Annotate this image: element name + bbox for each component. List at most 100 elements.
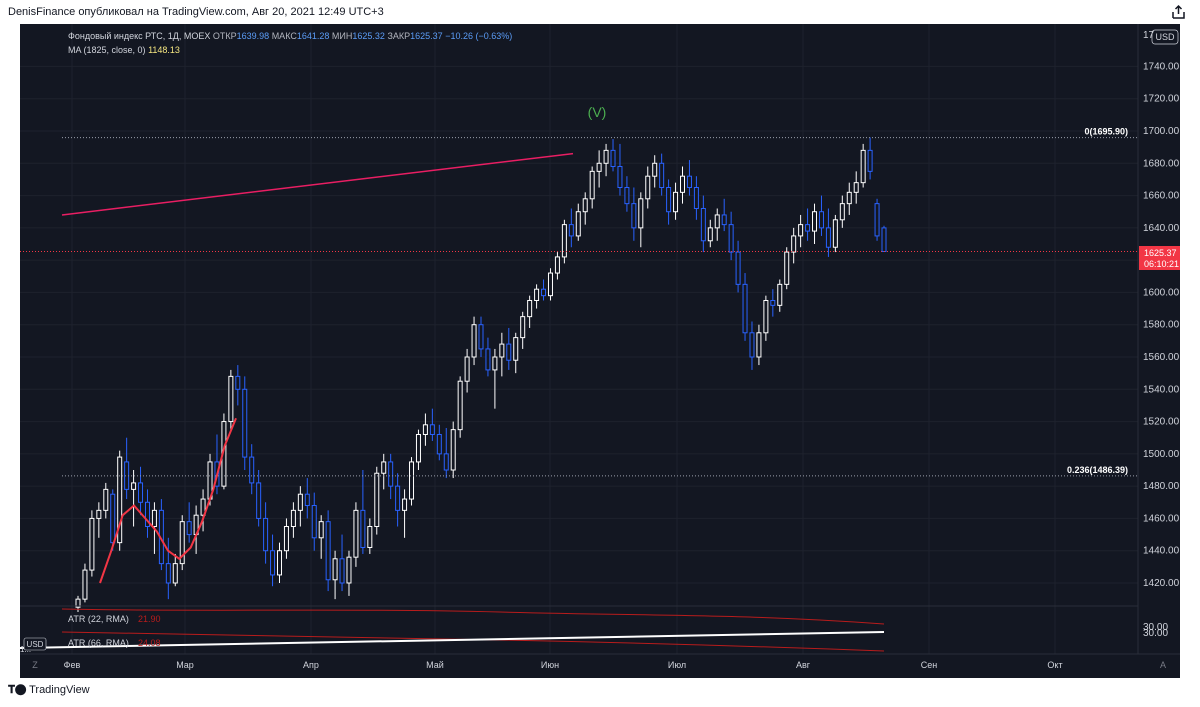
candle-body — [117, 456, 123, 544]
candle-body — [589, 170, 595, 200]
left-usd-box[interactable] — [23, 637, 47, 651]
time-tick-label: Сен — [921, 660, 938, 670]
candle-body — [360, 509, 366, 548]
price-tick-label: 1640.00 — [1143, 223, 1180, 234]
candle-body — [297, 493, 303, 511]
price-tick-label: 1540.00 — [1143, 384, 1180, 395]
candle-body — [131, 482, 137, 490]
candle-body — [631, 203, 637, 229]
candle-body — [721, 214, 727, 226]
candle-body — [881, 227, 887, 252]
atr-22-label: ATR (22, RMA) — [68, 614, 129, 624]
candle-body — [374, 472, 380, 528]
candle-body — [812, 211, 818, 232]
price-tick-label: 1520.00 — [1143, 417, 1180, 428]
candle-body — [666, 187, 672, 213]
last-price-value: 1625.37 — [1144, 248, 1177, 258]
time-tick-label: Авг — [796, 660, 811, 670]
last-price-tag — [1139, 246, 1180, 270]
tradingview-logo[interactable]: 𝐓⬤ TradingView — [8, 684, 90, 697]
trend-line — [61, 152, 574, 216]
atr-66-label: ATR (66, RMA) — [68, 638, 129, 648]
price-tick-label: 1720.00 — [1143, 94, 1180, 105]
candle-body — [325, 521, 331, 581]
atr-22-value: 21.90 — [138, 614, 161, 624]
candle-body — [506, 343, 512, 361]
candle-body — [853, 182, 859, 193]
candle-body — [825, 227, 831, 248]
legend-low-value: 1625.32 — [352, 31, 385, 41]
candle-body — [367, 526, 373, 548]
candle-body — [680, 175, 685, 193]
candle-body — [756, 332, 762, 358]
atr-22-line — [61, 608, 885, 625]
legend-symbol[interactable]: Фондовый индекс РТС, 1Д, MOEX — [68, 31, 211, 41]
legend-change: −10.26 (−0.63%) — [445, 31, 513, 41]
candle-body — [242, 388, 248, 458]
price-tick-label: 1560.00 — [1143, 352, 1180, 363]
time-tick-label: Фев — [64, 660, 81, 670]
candle-body — [659, 162, 665, 189]
candle-body — [707, 227, 713, 242]
candle-body — [485, 348, 491, 371]
candle-body — [610, 149, 616, 168]
share-icon[interactable] — [1170, 3, 1188, 21]
candle-body — [415, 433, 421, 463]
candle-body — [749, 332, 755, 358]
candle-body — [172, 563, 178, 584]
price-top-partial: 17 — [1143, 30, 1155, 41]
candle-body — [186, 521, 192, 536]
candle-body — [777, 283, 783, 306]
candle-body — [228, 375, 234, 423]
candle-body — [624, 187, 630, 205]
time-tick-label: Июн — [541, 660, 559, 670]
grid — [20, 24, 1138, 654]
candle-body — [846, 191, 852, 205]
legend-close-value: 1625.37 — [410, 31, 443, 41]
price-tick-label: 1580.00 — [1143, 320, 1180, 331]
candle-body — [742, 283, 748, 334]
candle-body — [443, 453, 449, 471]
price-tick-label: 1440.00 — [1143, 546, 1180, 557]
candle-body — [520, 316, 526, 339]
candle-body — [652, 162, 658, 177]
atr-axis-tick-2: 30.00 — [1143, 628, 1168, 639]
candle-body — [673, 191, 679, 213]
legend-high-value: 1641.28 — [296, 31, 330, 41]
candle-body — [860, 149, 866, 184]
candles — [75, 137, 887, 613]
time-tick-label: Мар — [176, 660, 194, 670]
time-axis: Фев Мар Апр Май Июн Июл Авг Сен Окт — [64, 660, 1063, 670]
candle-body — [499, 343, 505, 358]
legend-open-value: 1639.98 — [236, 31, 270, 41]
fib-bottom-label: 0.236(1486.39) — [1067, 465, 1128, 475]
legend-row-main: Фондовый индекс РТС, 1Д, MOEX ОТКР1639.9… — [68, 29, 512, 43]
price-tick-label: 1420.00 — [1143, 578, 1180, 589]
candle-body — [832, 219, 838, 248]
auto-scale-icon[interactable]: A — [1160, 660, 1166, 670]
zoom-icon[interactable]: Z — [32, 660, 38, 670]
currency-button[interactable] — [1151, 29, 1179, 45]
legend-ma-label[interactable]: MA (1825, close, 0) — [68, 45, 146, 55]
chart-legend: Фондовый индекс РТС, 1Д, MOEX ОТКР1639.9… — [68, 29, 512, 57]
candle-body — [603, 149, 609, 164]
chart-area[interactable] — [20, 24, 1180, 678]
attribution-text: DenisFinance опубликовал на TradingView.… — [8, 6, 384, 18]
left-partial-label: 1... — [20, 645, 31, 654]
candle-body — [277, 550, 282, 576]
candle-body — [457, 380, 463, 431]
ma-line — [99, 417, 237, 584]
candle-body — [89, 517, 95, 571]
price-tick-label: 1600.00 — [1143, 287, 1180, 298]
time-tick-label: Апр — [303, 660, 319, 670]
candle-body — [582, 198, 588, 213]
candle-body — [700, 207, 706, 242]
candle-body — [290, 509, 296, 528]
fib-top-label: 0(1695.90) — [1084, 127, 1128, 137]
candle-body — [554, 256, 560, 274]
attribution-bar: DenisFinance опубликовал на TradingView.… — [0, 0, 1200, 24]
candle-body — [110, 493, 116, 544]
price-tick-label: 1680.00 — [1143, 158, 1180, 169]
left-usd-label: USD — [27, 640, 44, 649]
